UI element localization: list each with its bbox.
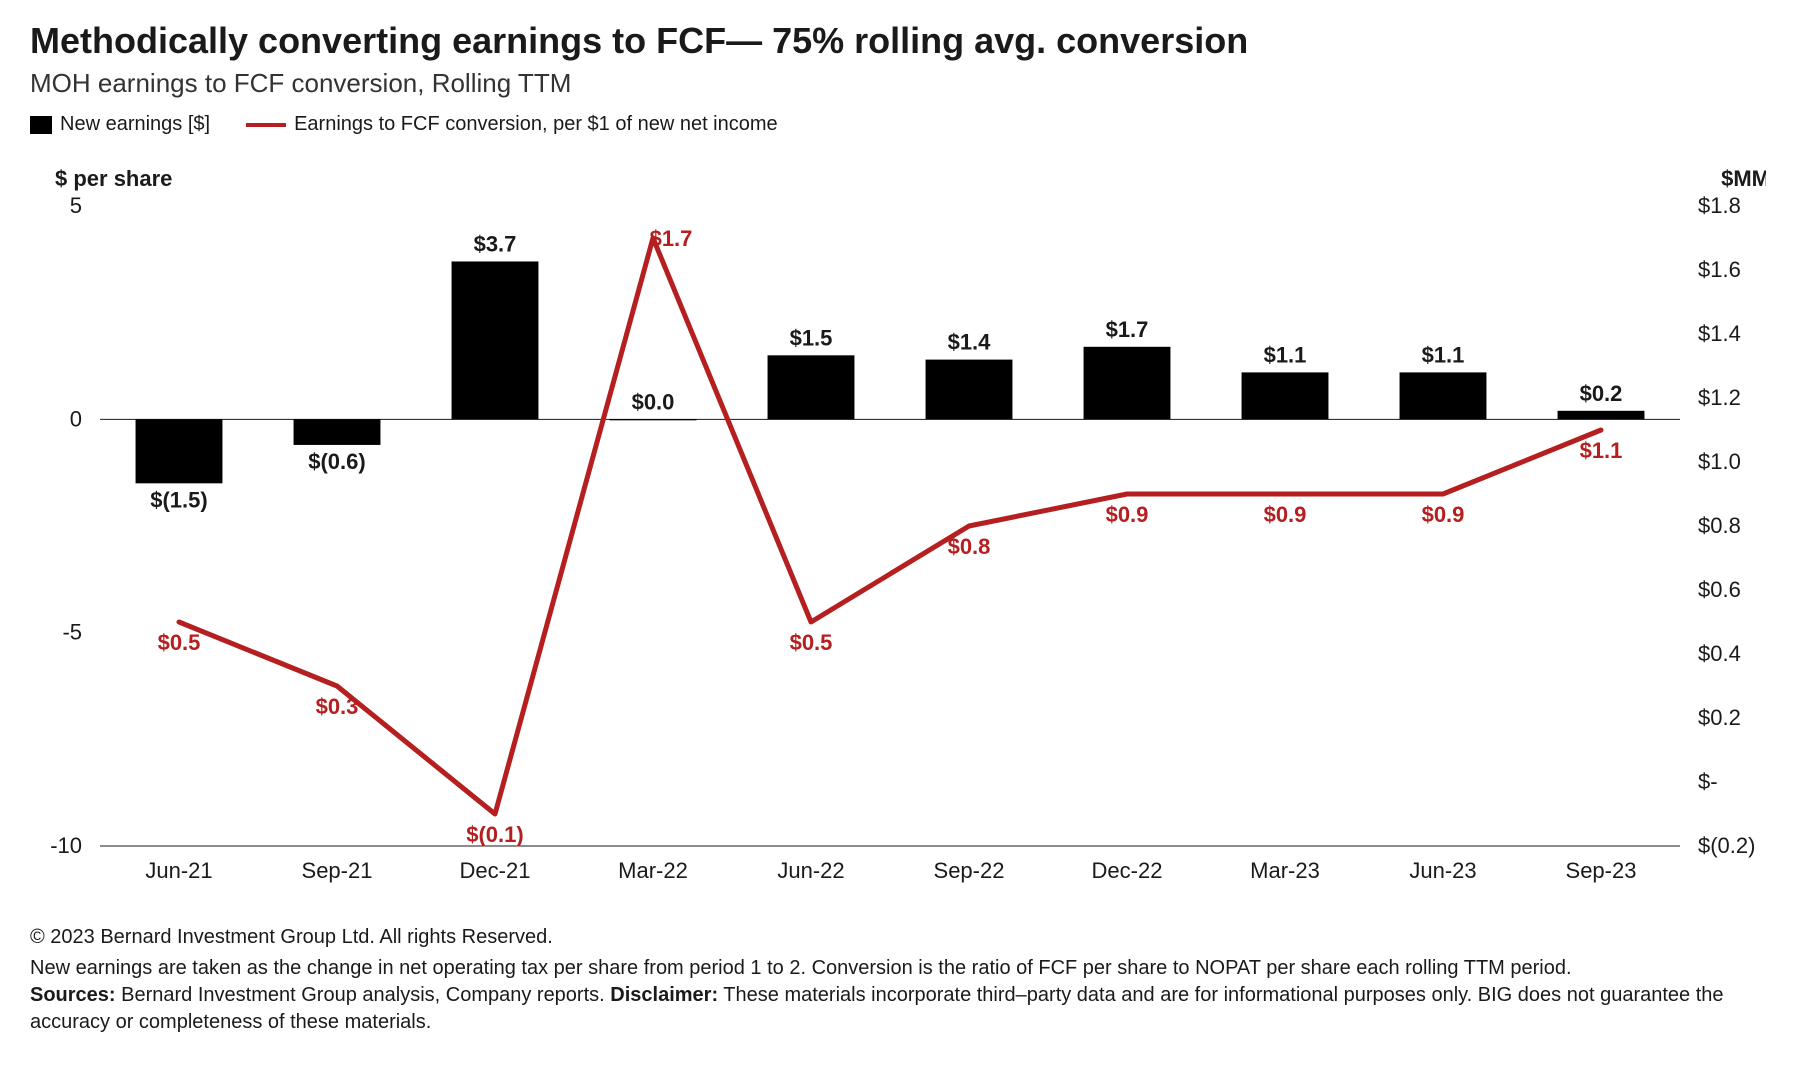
footnote: New earnings are taken as the change in …: [30, 955, 1766, 1036]
bar-value-label: $3.7: [474, 231, 517, 256]
line-value-label: $0.9: [1264, 502, 1307, 527]
svg-text:$1.6: $1.6: [1698, 257, 1741, 282]
svg-text:-10: -10: [50, 833, 82, 858]
svg-text:$MM: $MM: [1721, 166, 1766, 191]
svg-text:$1.8: $1.8: [1698, 193, 1741, 218]
bar: [1558, 411, 1645, 420]
svg-text:$(0.2): $(0.2): [1698, 833, 1755, 858]
x-axis-label: Sep-21: [302, 858, 373, 883]
x-axis-label: Sep-23: [1566, 858, 1637, 883]
conversion-line: [179, 238, 1601, 814]
svg-text:$0.2: $0.2: [1698, 705, 1741, 730]
x-axis-label: Sep-22: [934, 858, 1005, 883]
legend-bar-swatch: [30, 116, 52, 134]
bar: [294, 419, 381, 445]
bar-value-label: $1.5: [790, 325, 833, 350]
x-axis-label: Jun-22: [777, 858, 844, 883]
line-value-label: $1.7: [650, 226, 693, 251]
legend-line-label: Earnings to FCF conversion, per $1 of ne…: [294, 113, 778, 136]
bar: [1400, 372, 1487, 419]
disclaimer-prefix: Disclaimer:: [610, 984, 718, 1006]
x-axis-label: Mar-22: [618, 858, 688, 883]
bar: [926, 360, 1013, 420]
x-axis-label: Jun-21: [145, 858, 212, 883]
copyright: © 2023 Bernard Investment Group Ltd. All…: [30, 924, 1766, 951]
bar: [136, 419, 223, 483]
svg-text:$1.0: $1.0: [1698, 449, 1741, 474]
chart-subtitle: MOH earnings to FCF conversion, Rolling …: [30, 68, 1766, 99]
bar: [1084, 347, 1171, 420]
bar-value-label: $(0.6): [308, 449, 365, 474]
chart-title: Methodically converting earnings to FCF—…: [30, 20, 1766, 62]
line-value-label: $0.3: [316, 694, 359, 719]
line-value-label: $0.9: [1422, 502, 1465, 527]
line-value-label: $1.1: [1580, 438, 1623, 463]
svg-text:$0.8: $0.8: [1698, 513, 1741, 538]
bar-value-label: $1.1: [1264, 342, 1307, 367]
bar-value-label: $1.1: [1422, 342, 1465, 367]
svg-text:-5: -5: [62, 620, 82, 645]
footer: © 2023 Bernard Investment Group Ltd. All…: [30, 924, 1766, 1036]
sources-text: Bernard Investment Group analysis, Compa…: [116, 984, 611, 1006]
x-axis-label: Mar-23: [1250, 858, 1320, 883]
line-value-label: $0.8: [948, 534, 991, 559]
footnote-text: New earnings are taken as the change in …: [30, 957, 1572, 979]
bar: [1242, 372, 1329, 419]
legend-line-swatch: [246, 123, 286, 127]
x-axis-label: Jun-23: [1409, 858, 1476, 883]
svg-text:5: 5: [70, 193, 82, 218]
line-value-label: $(0.1): [466, 822, 523, 847]
chart-area: $ per share -10 -5 0 5 $MM $(0.2) $- $0.2 $0.4 $0.…: [30, 156, 1766, 906]
bar-value-label: $(1.5): [150, 487, 207, 512]
legend-line-item: Earnings to FCF conversion, per $1 of ne…: [246, 113, 778, 136]
bar: [610, 419, 697, 420]
bar: [768, 355, 855, 419]
line-value-label: $0.5: [158, 630, 201, 655]
svg-text:$0.6: $0.6: [1698, 577, 1741, 602]
bar-value-label: $0.2: [1580, 381, 1623, 406]
line-value-label: $0.5: [790, 630, 833, 655]
bar-value-label: $1.4: [948, 330, 992, 355]
legend: New earnings [$] Earnings to FCF convers…: [30, 113, 1766, 136]
bar-value-label: $0.0: [632, 389, 675, 414]
sources-prefix: Sources:: [30, 984, 116, 1006]
legend-bar-label: New earnings [$]: [60, 113, 210, 136]
svg-text:$ per share: $ per share: [55, 166, 172, 191]
svg-text:$0.4: $0.4: [1698, 641, 1741, 666]
chart-svg: $ per share -10 -5 0 5 $MM $(0.2) $- $0.2 $0.4 $0.…: [30, 156, 1766, 896]
svg-text:0: 0: [70, 406, 82, 431]
x-axis-label: Dec-21: [460, 858, 531, 883]
line-value-label: $0.9: [1106, 502, 1149, 527]
legend-bar-item: New earnings [$]: [30, 113, 210, 136]
x-axis-label: Dec-22: [1092, 858, 1163, 883]
bar-value-label: $1.7: [1106, 317, 1149, 342]
svg-text:$1.4: $1.4: [1698, 321, 1741, 346]
svg-text:$-: $-: [1698, 769, 1718, 794]
svg-text:$1.2: $1.2: [1698, 385, 1741, 410]
bar: [452, 261, 539, 419]
